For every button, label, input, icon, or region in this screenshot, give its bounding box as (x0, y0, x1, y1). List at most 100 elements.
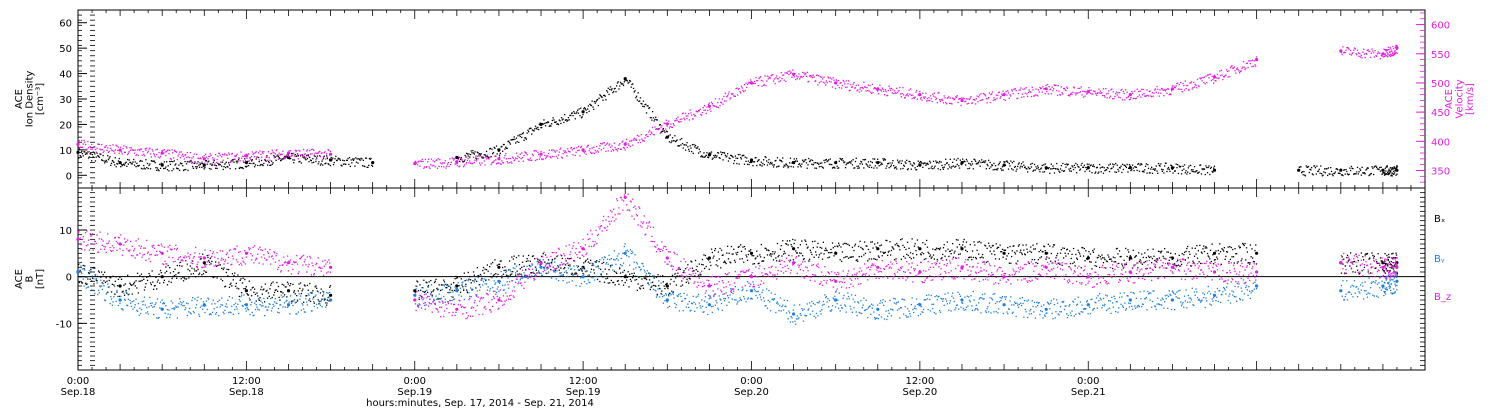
velocity-dot (534, 150, 536, 152)
velocity-point (539, 152, 543, 156)
bx-dot (1139, 259, 1141, 261)
velocity-dot (944, 97, 946, 99)
bx-dot (1019, 251, 1021, 253)
velocity-dot (1372, 50, 1374, 52)
velocity-dot (650, 131, 652, 133)
bx-dot (211, 260, 213, 263)
bx-dot (707, 259, 710, 261)
velocity-dot (1249, 60, 1251, 62)
bx-dot (1223, 250, 1225, 252)
density-dot (955, 159, 958, 161)
density-dot (1357, 173, 1359, 175)
bx-dot (485, 269, 488, 271)
velocity-dot (1061, 92, 1063, 94)
density-dot (1155, 165, 1157, 167)
density-dot (932, 168, 934, 170)
bx-dot (879, 245, 881, 247)
density-dot (908, 160, 910, 163)
bx-dot (1242, 243, 1245, 246)
density-dot (1023, 164, 1025, 166)
density-dot (819, 162, 821, 164)
velocity-dot (1117, 92, 1119, 94)
density-dot (1370, 172, 1372, 175)
bx-dot (598, 261, 600, 263)
bx-dot (853, 249, 855, 252)
density-dot (815, 162, 817, 164)
velocity-dot (1149, 90, 1151, 92)
velocity-dot (1189, 82, 1191, 84)
bx-dot (752, 263, 754, 265)
velocity-dot (127, 152, 129, 154)
bx-dot (692, 270, 694, 272)
bx-dot (1357, 259, 1359, 262)
velocity-dot (1160, 92, 1162, 94)
bx-dot (1179, 265, 1181, 267)
bx-dot (713, 255, 715, 257)
velocity-dot (1127, 96, 1129, 98)
density-dot (635, 95, 638, 97)
velocity-dot (1056, 94, 1059, 96)
bx-dot (534, 266, 537, 268)
velocity-dot (443, 162, 446, 164)
bx-dot (991, 245, 994, 247)
velocity-dot (1241, 67, 1243, 70)
bx-dot (244, 287, 247, 290)
density-dot (534, 128, 536, 130)
density-dot (511, 139, 513, 141)
density-dot (857, 167, 859, 169)
bx-dot (780, 245, 782, 247)
density-dot (1014, 165, 1017, 168)
bx-dot (244, 278, 246, 281)
velocity-dot (870, 92, 873, 94)
bx-dot (217, 264, 219, 267)
density-dot (1333, 172, 1336, 175)
bx-dot (267, 292, 270, 294)
density-dot (1340, 168, 1342, 170)
velocity-dot (479, 164, 482, 166)
density-dot (234, 168, 237, 170)
velocity-dot (1039, 86, 1041, 88)
bx-dot (324, 298, 326, 301)
density-dot (460, 157, 462, 159)
velocity-dot (1236, 67, 1238, 69)
bx-dot (1364, 254, 1366, 256)
bx-dot (1395, 257, 1397, 259)
density-dot (1311, 173, 1313, 175)
bx-dot (96, 280, 98, 282)
density-dot (557, 123, 560, 126)
bx-dot (729, 261, 731, 263)
bx-dot (309, 282, 311, 285)
velocity-dot (131, 149, 133, 151)
bx-point (1255, 251, 1259, 255)
density-dot (534, 125, 537, 127)
density-dot (137, 165, 139, 167)
density-dot (287, 154, 289, 156)
bx-dot (1379, 264, 1381, 266)
bx-dot (786, 240, 788, 242)
velocity-dot (270, 153, 272, 155)
bx-dot (1385, 268, 1387, 270)
velocity-dot (82, 143, 84, 145)
y-axis-label-line: [cm⁻³] (35, 83, 46, 115)
density-dot (189, 161, 191, 163)
velocity-dot (298, 149, 300, 151)
velocity-dot (299, 150, 301, 152)
velocity-dot (1220, 69, 1222, 71)
density-dot (707, 156, 709, 158)
bx-dot (945, 259, 948, 261)
bx-dot (1200, 262, 1202, 265)
bx-dot (766, 254, 769, 256)
density-dot (740, 156, 742, 159)
velocity-dot (654, 126, 656, 128)
velocity-dot (479, 162, 481, 164)
velocity-dot (93, 146, 95, 148)
bx-dot (954, 250, 956, 252)
velocity-dot (1040, 87, 1043, 89)
bx-dot (710, 248, 713, 250)
velocity-dot (83, 139, 85, 142)
density-dot (949, 158, 951, 160)
density-dot (681, 137, 683, 140)
bx-dot (1027, 251, 1029, 253)
density-dot (576, 111, 578, 113)
density-dot (523, 139, 525, 141)
